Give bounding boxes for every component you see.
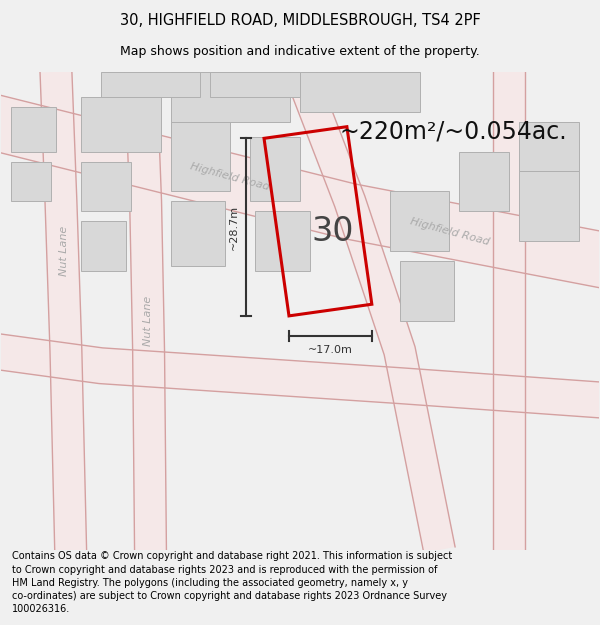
Polygon shape: [400, 261, 454, 321]
Text: ~17.0m: ~17.0m: [308, 345, 353, 355]
Polygon shape: [170, 72, 290, 122]
Polygon shape: [389, 191, 449, 251]
Polygon shape: [0, 94, 600, 289]
Polygon shape: [101, 72, 200, 97]
Polygon shape: [81, 161, 131, 211]
Text: Nut Lane: Nut Lane: [59, 226, 69, 276]
Polygon shape: [81, 97, 161, 151]
Text: Contains OS data © Crown copyright and database right 2021. This information is : Contains OS data © Crown copyright and d…: [12, 551, 452, 614]
Polygon shape: [493, 72, 525, 550]
Text: 30: 30: [311, 215, 354, 248]
Polygon shape: [40, 71, 87, 561]
Polygon shape: [0, 333, 600, 419]
Polygon shape: [285, 66, 455, 553]
Polygon shape: [519, 171, 579, 241]
Text: ~28.7m: ~28.7m: [229, 204, 239, 249]
Text: Map shows position and indicative extent of the property.: Map shows position and indicative extent…: [120, 45, 480, 58]
Polygon shape: [11, 107, 56, 151]
Polygon shape: [170, 201, 225, 266]
Polygon shape: [11, 161, 51, 201]
Polygon shape: [81, 221, 125, 271]
Polygon shape: [170, 122, 230, 191]
Polygon shape: [519, 122, 579, 171]
Polygon shape: [255, 211, 310, 271]
Text: Highfield Road: Highfield Road: [190, 161, 271, 192]
Text: ~220m²/~0.054ac.: ~220m²/~0.054ac.: [340, 119, 568, 144]
Polygon shape: [460, 151, 509, 211]
Text: 30, HIGHFIELD ROAD, MIDDLESBROUGH, TS4 2PF: 30, HIGHFIELD ROAD, MIDDLESBROUGH, TS4 2…: [119, 12, 481, 28]
Text: Nut Lane: Nut Lane: [143, 296, 152, 346]
Polygon shape: [211, 72, 300, 97]
Text: Highfield Road: Highfield Road: [409, 216, 490, 247]
Polygon shape: [300, 72, 419, 112]
Polygon shape: [125, 71, 167, 560]
Polygon shape: [250, 137, 300, 201]
